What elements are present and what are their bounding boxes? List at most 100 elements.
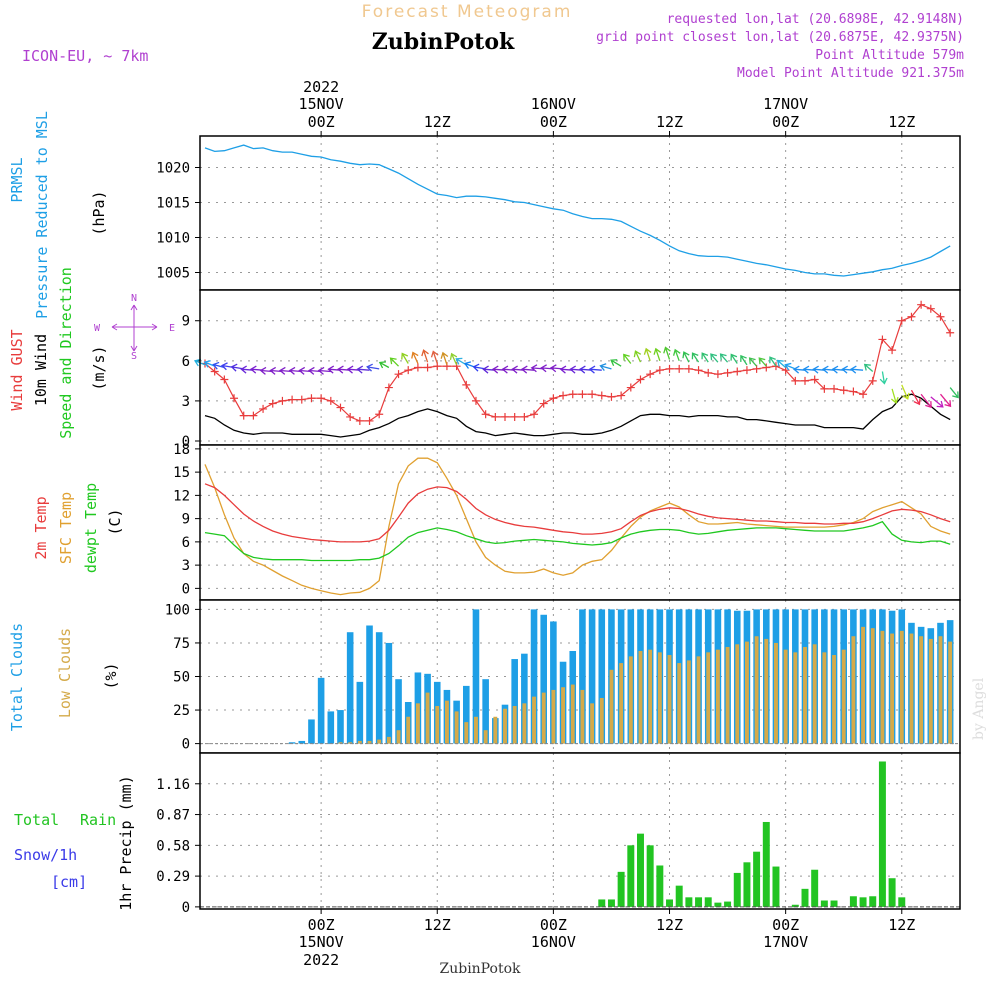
gust-marker (713, 370, 722, 379)
gust-marker (249, 411, 258, 420)
station-footer: ZubinPotok (439, 961, 521, 977)
model-label: ICON-EU, ~ 7km (22, 47, 148, 65)
total-clouds-bar (337, 710, 344, 744)
top-axis-date: 15NOV (299, 95, 344, 113)
compass-ns-arrow (130, 304, 138, 352)
y-tick-label: 1.16 (156, 777, 190, 793)
wind-direction-arrow (317, 366, 331, 375)
wind-direction-arrow (730, 353, 738, 364)
low-clouds-bar (503, 708, 507, 744)
gust-marker (423, 363, 432, 372)
low-clouds-bar (628, 656, 633, 744)
gust-marker (288, 395, 297, 404)
low-clouds-bar (870, 628, 875, 744)
gust-marker (520, 412, 529, 421)
top-axis-time: 00Z (540, 113, 567, 131)
compass-south: S (131, 351, 137, 362)
bottom-axis-year: 2022 (303, 951, 339, 969)
credit-watermark: by Angel (971, 677, 987, 740)
top-axis-time: 12Z (656, 113, 683, 131)
total-clouds-bar (327, 711, 335, 744)
compass-east: E (169, 323, 175, 334)
low-clouds-bar (619, 663, 624, 744)
y-tick-label: 0 (182, 737, 190, 753)
compass-legend: N S W E (94, 293, 175, 362)
rain-bar (666, 899, 673, 907)
gust-marker (617, 391, 626, 400)
wind-direction-arrow (599, 363, 612, 371)
y-tick-label: 0 (182, 900, 190, 916)
y-tick-label: 15 (173, 465, 190, 481)
gust-marker (888, 346, 897, 355)
low-clouds-bar (532, 696, 536, 744)
gust-marker (365, 416, 374, 425)
top-axis-year: 2022 (303, 78, 339, 96)
low-clouds-bar (774, 642, 778, 744)
low-clouds-label: Low Clouds (56, 628, 74, 718)
wind-direction-arrow (910, 389, 921, 406)
temp-2m-label: 2m Temp (32, 496, 50, 559)
wind-direction-arrow (930, 396, 944, 408)
gust-marker (471, 396, 480, 405)
station-title: ZubinPotok (372, 29, 515, 55)
low-clouds-bar (377, 739, 382, 744)
low-clouds-bar (938, 636, 943, 744)
total-clouds-bar (588, 609, 596, 744)
low-clouds-bar (812, 644, 817, 744)
y-tick-label: 1005 (156, 266, 190, 282)
wind-direction-arrow (610, 359, 622, 367)
low-clouds-bar (474, 716, 478, 744)
gust-marker (220, 375, 229, 384)
gust-marker (491, 412, 500, 421)
rain-bar (801, 888, 809, 907)
low-clouds-bar (590, 703, 595, 744)
gust-marker (326, 396, 335, 405)
low-clouds-bar (715, 649, 720, 744)
y-tick-label: 3 (182, 558, 190, 574)
y-tick-label: 75 (173, 636, 190, 652)
gust-marker (510, 412, 519, 421)
gust-marker (481, 410, 490, 419)
low-clouds-bar (638, 651, 643, 744)
total-clouds-bar (472, 609, 480, 744)
compass-west: W (94, 323, 101, 334)
top-axis-time: 00Z (772, 113, 799, 131)
wind-direction-arrow (356, 365, 370, 374)
gust-marker (268, 399, 277, 408)
total-clouds-bar (463, 685, 470, 744)
low-clouds-bar (735, 644, 740, 744)
wind-direction-arrow (449, 352, 458, 366)
wind-direction-arrow (776, 359, 787, 368)
rain-bar (811, 869, 819, 907)
low-clouds-bar (570, 684, 575, 744)
gust-marker (578, 390, 587, 399)
rain-bar (888, 878, 896, 907)
rain-bar (743, 862, 751, 907)
low-clouds-bar (745, 641, 749, 744)
gust-marker (926, 304, 935, 313)
total-clouds-bar (308, 719, 315, 744)
temp-2m-line (204, 483, 951, 543)
gust-marker (742, 366, 751, 375)
y-tick-label: 1010 (156, 231, 190, 247)
point-altitude: Point Altitude 579m (815, 48, 964, 63)
wind-direction-arrow (701, 352, 709, 363)
wind-direction-label: Speed and Direction (57, 267, 75, 439)
y-tick-label: 0 (182, 581, 190, 597)
gust-marker (230, 394, 239, 403)
total-clouds-bar (385, 642, 393, 744)
rain-bar (791, 904, 799, 907)
total-clouds-bar (395, 679, 402, 744)
low-clouds-bar (648, 649, 653, 744)
gust-marker (936, 312, 945, 321)
rain-bar (878, 761, 886, 907)
y-tick-label: 18 (173, 442, 190, 458)
low-clouds-bar (396, 730, 401, 744)
y-tick-label: 9 (182, 314, 190, 330)
top-axis-date: 16NOV (531, 95, 576, 113)
gust-marker (675, 364, 684, 373)
gust-marker (597, 391, 606, 400)
rain-bar (598, 899, 606, 907)
wind-direction-arrow (691, 352, 700, 363)
